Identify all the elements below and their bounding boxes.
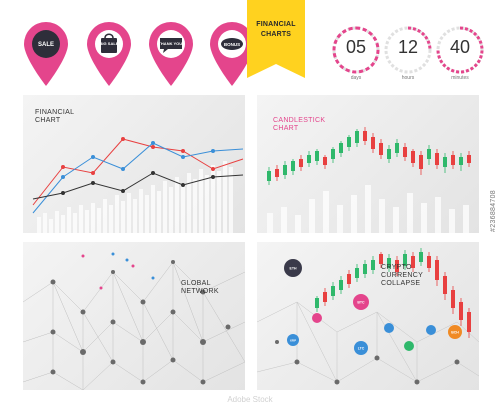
big-sale-pin-label: BIG SALE [100, 41, 119, 46]
global-network-title: GLOBAL NETWORK [181, 280, 219, 295]
crypto-collapse-title: CRYPTO CURRENCY COLLAPSE [381, 264, 424, 287]
minutes-value: 40 [449, 37, 471, 57]
bonus-pin-icon: BONUS [210, 22, 254, 86]
financial-chart-panel: FINANCIAL CHART [23, 95, 245, 233]
xrp-coin: XRP [287, 334, 299, 346]
financial-chart-title: FINANCIAL CHART [35, 109, 75, 124]
global-network-panel: GLOBAL NETWORK [23, 242, 245, 390]
minutes-timer-ring [436, 26, 484, 74]
bch-coin: BCH [448, 325, 462, 339]
stock-image-id: #236884708 [490, 190, 497, 232]
sale-pin-icon: SALE [24, 22, 68, 86]
hours-timer-ring [384, 26, 432, 74]
crypto-network-graphic: ETH BTC XRP LTC BCH [257, 248, 479, 385]
sale-pin-label: SALE [38, 42, 54, 48]
candlestick-chart-title: CANDLESTICK CHART [273, 117, 326, 132]
days-timer-ring [332, 26, 380, 74]
btc-coin: BTC [353, 294, 369, 310]
stock-watermark: Adobe Stock [227, 395, 273, 404]
thank-you-pin-icon: THANK YOU! [149, 22, 193, 86]
big-sale-bag-pin-icon: BIG SALE [87, 22, 131, 86]
eth-coin: ETH [284, 259, 302, 277]
bch-coin-label: BCH [451, 331, 459, 335]
hours-caption: hours [401, 75, 415, 81]
hours-value: 12 [397, 37, 419, 57]
btc-coin-label: BTC [357, 301, 365, 305]
banner-title: FINANCIAL CHARTS [256, 21, 296, 38]
ltc-coin: LTC [354, 341, 368, 355]
financial-charts-banner [247, 0, 305, 78]
days-value: 05 [345, 37, 367, 57]
candlestick-chart [267, 127, 471, 233]
financial-line-chart [32, 137, 244, 233]
network-mesh-graphic [23, 252, 245, 390]
crypto-collapse-panel: ETH BTC XRP LTC BCH CRYPTO CURRENCY COLL… [257, 242, 479, 390]
eth-coin-label: ETH [290, 267, 297, 271]
xrp-coin-label: XRP [290, 339, 296, 343]
thank-you-pin-label: THANK YOU! [158, 41, 183, 46]
days-caption: days [350, 75, 362, 81]
minutes-caption: minutes [451, 75, 469, 81]
bonus-pin-label: BONUS [224, 42, 240, 47]
candlestick-chart-panel: CANDLESTICK CHART [257, 95, 479, 233]
ltc-coin-label: LTC [358, 347, 365, 351]
